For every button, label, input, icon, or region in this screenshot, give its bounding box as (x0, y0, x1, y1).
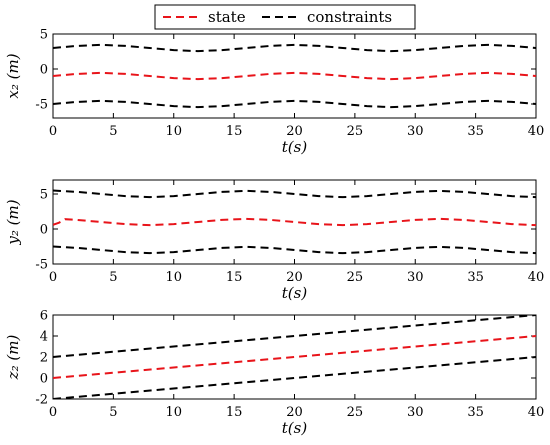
series-line-constraint (53, 99, 536, 109)
y-tick-label: 0 (40, 63, 48, 78)
y-tick-label: 0 (40, 223, 48, 238)
x-axis-label: t(s) (282, 419, 308, 437)
x-tick-label: 10 (165, 124, 182, 139)
x-tick-label: 35 (467, 124, 484, 139)
x-tick-label: 0 (49, 124, 57, 139)
legend: state constraints (154, 4, 416, 30)
y-tick-label: -2 (35, 393, 48, 408)
series-line-state (53, 71, 536, 81)
x-tick-label: 5 (109, 405, 117, 420)
x-tick-label: 30 (407, 270, 424, 285)
x-tick-label: 15 (226, 405, 243, 420)
x-tick-label: 40 (528, 124, 545, 139)
series-line-state (53, 217, 536, 227)
x-axis-label: t(s) (282, 138, 308, 156)
series-line-constraint (53, 315, 536, 358)
x-tick-label: 30 (407, 405, 424, 420)
x-tick-label: 25 (347, 270, 364, 285)
x-tick-label: 10 (165, 270, 182, 285)
y-tick-label: 2 (40, 351, 48, 366)
y-tick-label: 5 (40, 28, 48, 43)
x-tick-label: 25 (347, 405, 364, 420)
x-axis-label: t(s) (282, 284, 308, 302)
x-tick-label: 40 (528, 405, 545, 420)
y-tick-label: -5 (35, 98, 48, 113)
x-tick-label: 25 (347, 124, 364, 139)
y-axis-label: y₂ (m) (4, 199, 22, 245)
legend-label-state: state (208, 8, 246, 26)
legend-box (154, 4, 416, 30)
x-tick-label: 20 (286, 270, 303, 285)
x-tick-label: 35 (467, 270, 484, 285)
x-tick-label: 30 (407, 124, 424, 139)
series-line-constraint (53, 43, 536, 53)
plot-area-3 (52, 314, 537, 400)
x-tick-label: 40 (528, 270, 545, 285)
x-tick-label: 35 (467, 405, 484, 420)
series-line-constraint (53, 356, 536, 399)
y-axis-label: z₂ (m) (4, 335, 22, 381)
x-tick-label: 0 (49, 405, 57, 420)
legend-label-constraints: constraints (307, 8, 392, 26)
x-tick-label: 5 (109, 124, 117, 139)
x-tick-label: 20 (286, 124, 303, 139)
x-tick-label: 5 (109, 270, 117, 285)
x-tick-label: 0 (49, 270, 57, 285)
y-axis-label: x₂ (m) (4, 53, 22, 98)
x-tick-label: 20 (286, 405, 303, 420)
x-tick-label: 10 (165, 405, 182, 420)
series-line-state (53, 335, 536, 379)
y-tick-label: 6 (40, 309, 48, 324)
y-tick-label: 4 (40, 330, 48, 345)
y-tick-label: 5 (40, 188, 48, 203)
series-line-constraint (53, 189, 536, 199)
x-tick-label: 15 (226, 270, 243, 285)
y-tick-label: -5 (35, 258, 48, 273)
series-line-constraint (53, 245, 536, 255)
y-tick-label: 0 (40, 372, 48, 387)
x-tick-label: 15 (226, 124, 243, 139)
